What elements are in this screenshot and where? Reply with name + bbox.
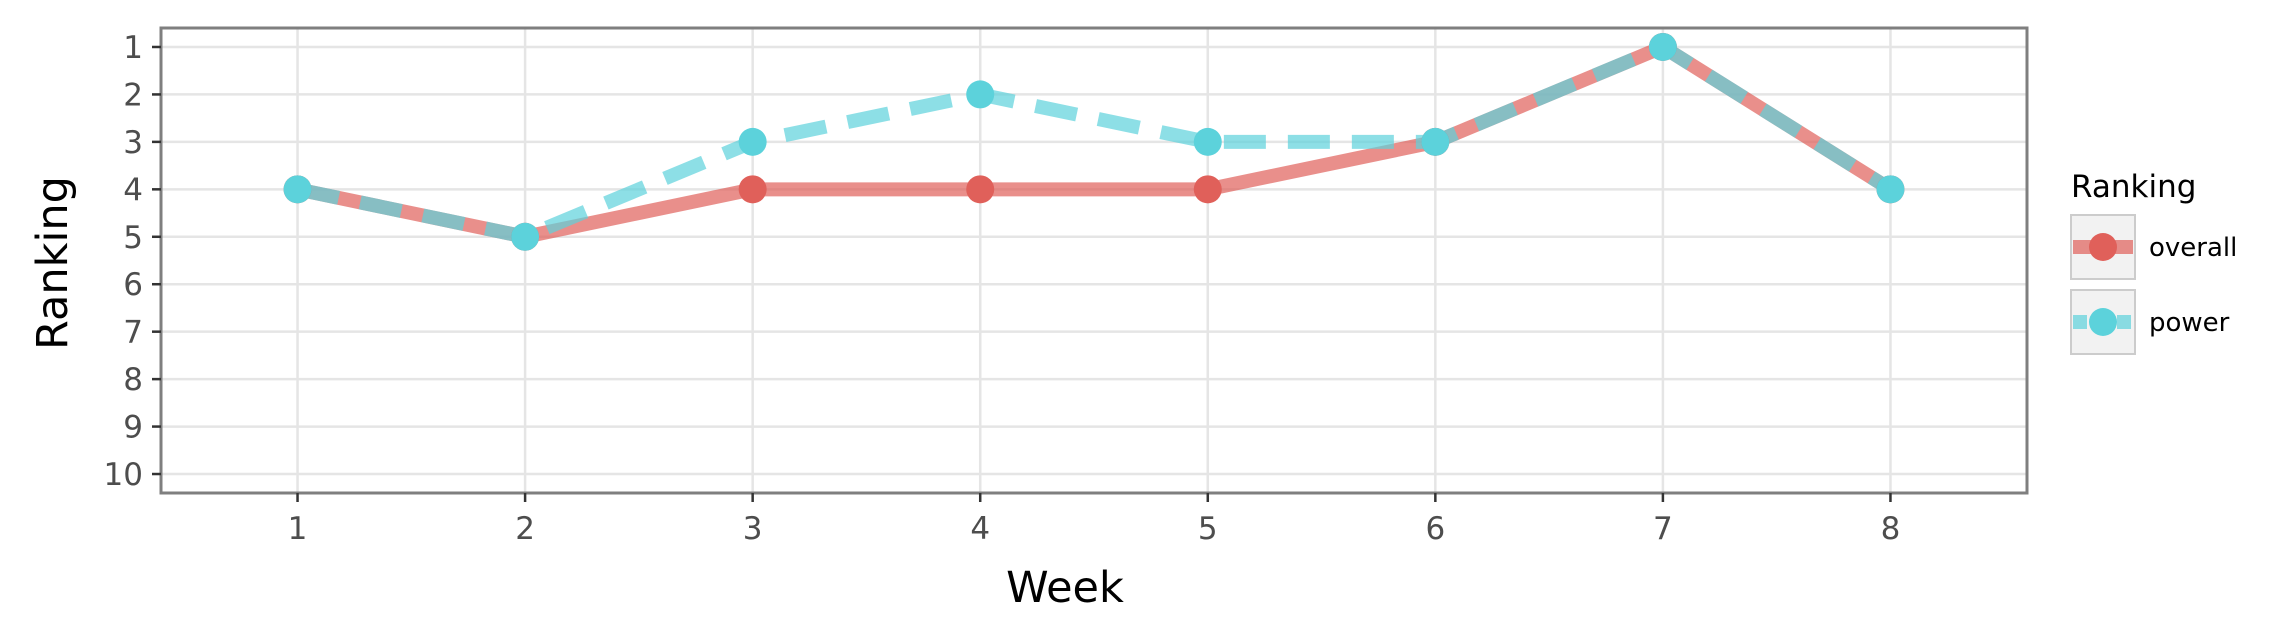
x-tick-label: 2 xyxy=(515,511,535,547)
y-tick-label: 4 xyxy=(123,172,143,208)
point-power xyxy=(1193,127,1222,156)
y-tick-label: 8 xyxy=(123,362,143,398)
point-power xyxy=(1876,175,1905,204)
point-power xyxy=(966,80,995,109)
point-overall xyxy=(1193,175,1222,204)
plot-border xyxy=(159,26,2029,495)
legend-label-power: power xyxy=(2149,308,2230,338)
x-tick-label: 6 xyxy=(1425,511,1445,547)
legend-key-point-overall xyxy=(2089,233,2117,261)
point-power xyxy=(511,222,540,251)
x-axis-title: Week xyxy=(1006,563,1124,613)
point-power xyxy=(1421,127,1450,156)
y-tick-label: 3 xyxy=(123,125,143,161)
legend-title: Ranking xyxy=(2071,169,2196,205)
x-tick-label: 1 xyxy=(288,511,308,547)
legend: Ranking overall power xyxy=(2070,169,2237,355)
x-tick-label: 3 xyxy=(743,511,763,547)
plot-panel xyxy=(161,28,2027,493)
series-layer xyxy=(283,32,1905,251)
x-tick-label: 8 xyxy=(1881,511,1901,547)
y-tick-label: 2 xyxy=(123,77,143,113)
point-power xyxy=(283,175,312,204)
grid xyxy=(161,28,2027,493)
legend-label-overall: overall xyxy=(2149,233,2237,263)
point-power xyxy=(1648,32,1677,61)
point-overall xyxy=(738,175,767,204)
y-tick-label: 9 xyxy=(123,410,143,446)
axes: 1 2 3 4 5 6 7 8 1 2 3 4 5 6 7 8 9 10 xyxy=(104,30,1901,547)
point-overall xyxy=(966,175,995,204)
legend-key-point-power xyxy=(2089,308,2117,336)
y-tick-label: 7 xyxy=(123,315,143,351)
x-tick-label: 5 xyxy=(1198,511,1218,547)
y-tick-label: 1 xyxy=(123,30,143,66)
y-tick-label: 5 xyxy=(123,220,143,256)
y-tick-label: 6 xyxy=(123,267,143,303)
y-axis-title: Ranking xyxy=(28,176,78,350)
x-tick-label: 7 xyxy=(1653,511,1673,547)
y-tick-label: 10 xyxy=(104,457,143,493)
x-tick-label: 4 xyxy=(970,511,990,547)
series-line-power xyxy=(296,39,1895,244)
point-power xyxy=(738,127,767,156)
